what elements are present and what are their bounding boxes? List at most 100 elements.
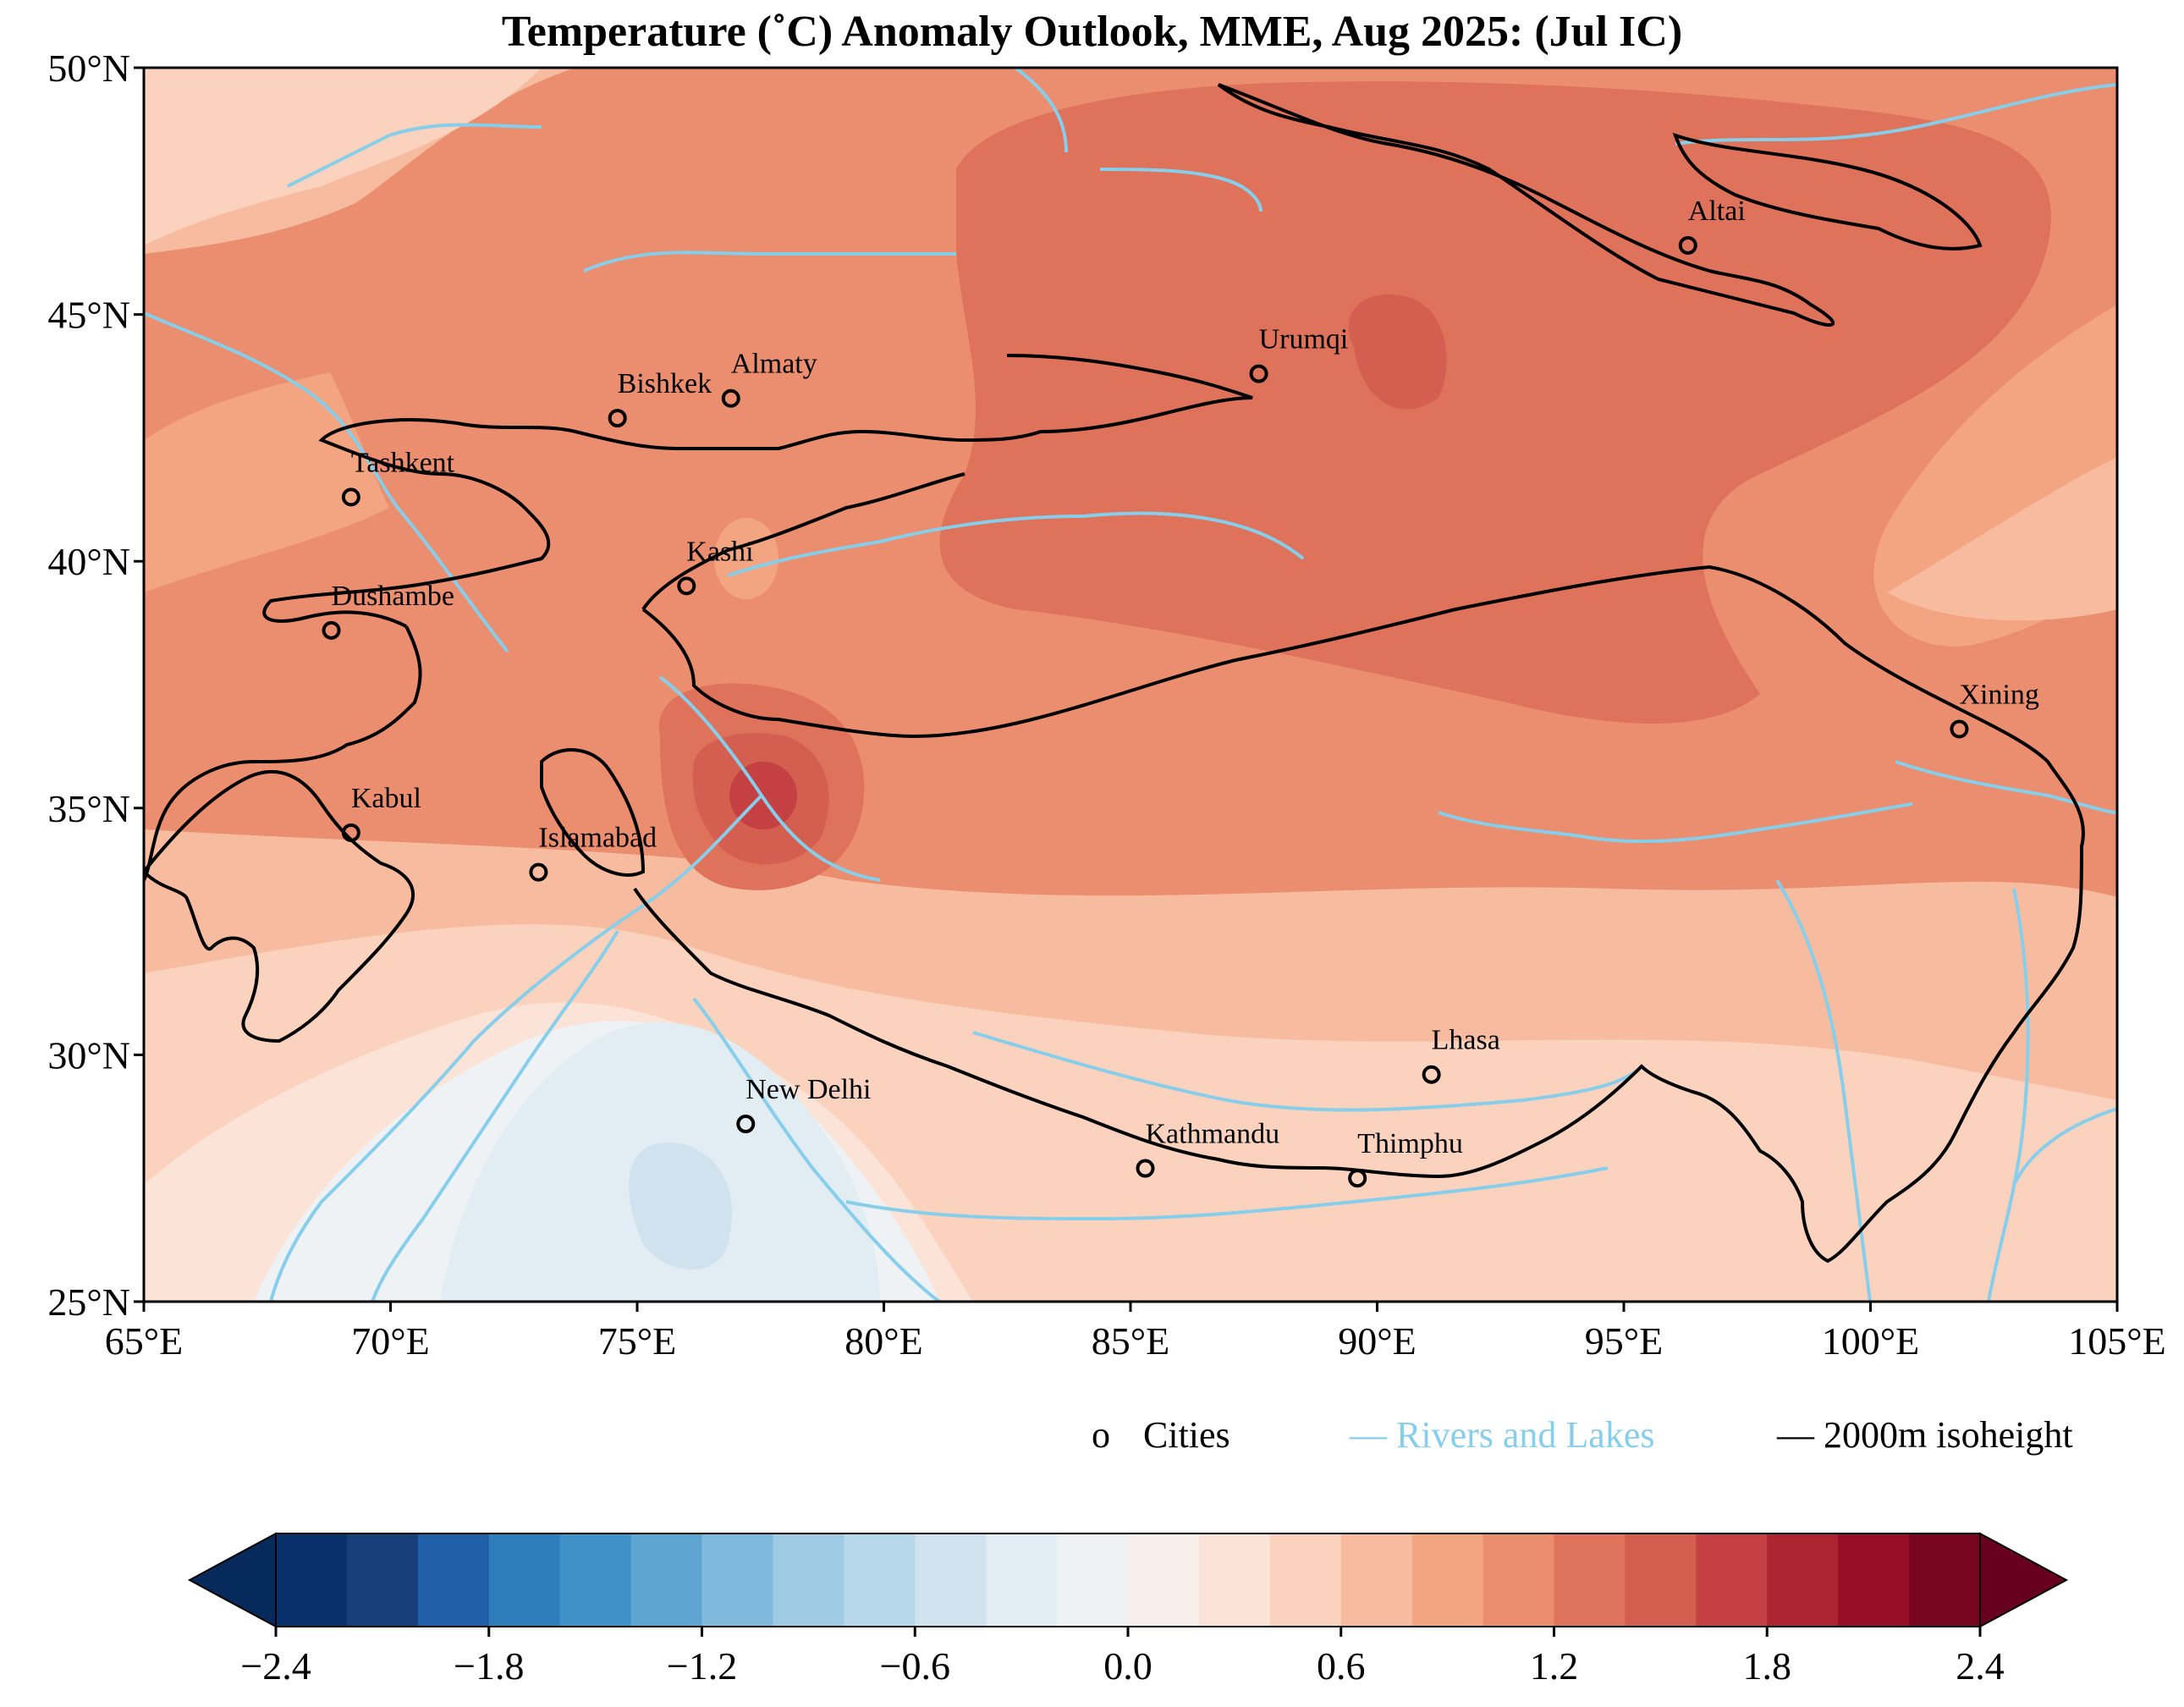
city-marker (1348, 1169, 1367, 1188)
colorbar-over-arrow (1979, 1532, 2069, 1628)
lat-tick-label: 30°N (47, 1033, 130, 1077)
city-label: Tashkent (351, 447, 455, 478)
lon-tick-label: 105°E (2068, 1319, 2166, 1363)
river (1438, 802, 1913, 844)
colorbar-segment (559, 1534, 632, 1627)
lat-tick-label: 50°N (47, 47, 130, 90)
longitude-axis: 65°E 70°E 75°E 80°E 85°E 90°E 95°E 100°E 105°E (105, 1302, 2166, 1363)
isoheight-afghan (144, 769, 415, 1043)
rivers-layer (144, 68, 2117, 1302)
lat-tick-label: 45°N (47, 294, 130, 337)
river (1987, 888, 2030, 1302)
lon-tick-label: 70°E (351, 1319, 430, 1363)
colorbar-tick-label: −2.4 (240, 1644, 311, 1688)
colorbar-segment (701, 1534, 773, 1627)
city-marker (608, 409, 627, 428)
legend-cities-label: Cities (1143, 1414, 1230, 1456)
lat-tick-label: 40°N (47, 540, 130, 583)
isoheight-line-icon: — (1777, 1414, 1814, 1456)
colorbar-tick-label: 0.0 (1103, 1644, 1153, 1688)
river-tarim (727, 511, 1305, 577)
isoheight-2000m-layer (144, 83, 2085, 1264)
isoheight-tianshan (262, 354, 1253, 628)
river (1775, 878, 1872, 1302)
city-marker (677, 576, 696, 596)
latitude-axis: 50°N 45°N 40°N 35°N 30°N 25°N (47, 47, 144, 1324)
cities-layer: Altai Urumqi Almaty Bishkek Tashkent Kashi Dus… (322, 195, 2039, 1188)
city-marker (721, 388, 740, 408)
river (1675, 83, 2117, 146)
legend-isoheight: — 2000m isoheight (1777, 1413, 2073, 1456)
river (583, 251, 956, 273)
contour-east-0.6 (1887, 457, 2117, 621)
colorbar-segment (1625, 1534, 1697, 1627)
colorbar-segment (488, 1534, 561, 1627)
city-label: New Delhi (745, 1074, 871, 1105)
lon-tick-label: 90°E (1338, 1319, 1417, 1363)
colorbar-tick-label: 2.4 (1956, 1644, 2005, 1688)
city-marker (322, 620, 341, 640)
river (287, 123, 542, 188)
contour-nw-0.4 (144, 68, 542, 245)
river-brahmaputra (972, 1031, 1643, 1112)
city-marker (341, 487, 360, 507)
colorbar-segment (844, 1534, 916, 1627)
colorbar-segment (1340, 1534, 1413, 1627)
river (1099, 168, 1263, 212)
colorbar-segment (1554, 1534, 1626, 1627)
lat-tick-label: 25°N (47, 1280, 130, 1324)
contour-1.4-1.6-urumqi (1348, 295, 1447, 410)
city-marker (1950, 719, 1969, 739)
lon-tick-label: 85°E (1092, 1319, 1170, 1363)
contour-neg0.4 (629, 1143, 733, 1269)
colorbar-segment (1696, 1534, 1768, 1627)
contour-1.2-1.4 (939, 81, 2051, 724)
colorbar-tick-label: −1.2 (667, 1644, 737, 1688)
city-marker (1678, 235, 1697, 255)
colorbar-segment (1128, 1534, 1200, 1627)
colorbar-segment (1269, 1534, 1342, 1627)
isoheight-altai (1217, 83, 1835, 327)
city-marker (1136, 1159, 1155, 1178)
river (144, 311, 509, 653)
city-label: Kabul (351, 783, 421, 814)
city-label: Dushambe (332, 581, 454, 612)
lon-tick-label: 65°E (105, 1319, 184, 1363)
lon-tick-label: 75°E (598, 1319, 677, 1363)
legend-cities: o Cities (1092, 1413, 1230, 1456)
city-marker (1422, 1065, 1441, 1084)
colorbar-under-arrow (187, 1532, 277, 1628)
colorbar-segment (1909, 1534, 1981, 1627)
city-label: Lhasa (1432, 1025, 1500, 1056)
colorbar-segment (346, 1534, 419, 1627)
colorbar-tick-label: 1.8 (1743, 1644, 1792, 1688)
city-label: Thimphu (1357, 1128, 1463, 1159)
city-label: Bishkek (618, 368, 712, 399)
isoheight-karakoram (540, 748, 646, 877)
anomaly-field: Altai Urumqi Almaty Bishkek Tashkent Kashi Dus… (144, 68, 2117, 1302)
lat-tick-label: 35°N (47, 787, 130, 830)
colorbar-segment (773, 1534, 844, 1627)
colorbar-segment (1198, 1534, 1271, 1627)
lon-tick-label: 95°E (1585, 1319, 1664, 1363)
colorbar-segment (1411, 1534, 1484, 1627)
legend-rivers: — Rivers and Lakes (1350, 1413, 1654, 1456)
city-label: Kashi (686, 536, 753, 567)
colorbar-segment (630, 1534, 702, 1627)
lon-tick-label: 80°E (844, 1319, 923, 1363)
river-yellow (1895, 760, 2117, 814)
colorbar-segment (1767, 1534, 1839, 1627)
city-marker (1249, 364, 1268, 383)
colorbar-tick-label: 0.6 (1317, 1644, 1366, 1688)
colorbar-segment (1838, 1534, 1910, 1627)
river (845, 1166, 1609, 1221)
lon-tick-label: 100°E (1822, 1319, 1920, 1363)
contour-west-0.8 (144, 372, 389, 592)
city-marker-icon: o (1092, 1414, 1110, 1456)
isoheight-altai-east (1672, 132, 1983, 251)
city-label: Xining (1959, 679, 2038, 710)
city-label: Islamabad (538, 823, 657, 854)
city-label: Kathmandu (1145, 1119, 1279, 1150)
city-label: Urumqi (1259, 324, 1349, 355)
